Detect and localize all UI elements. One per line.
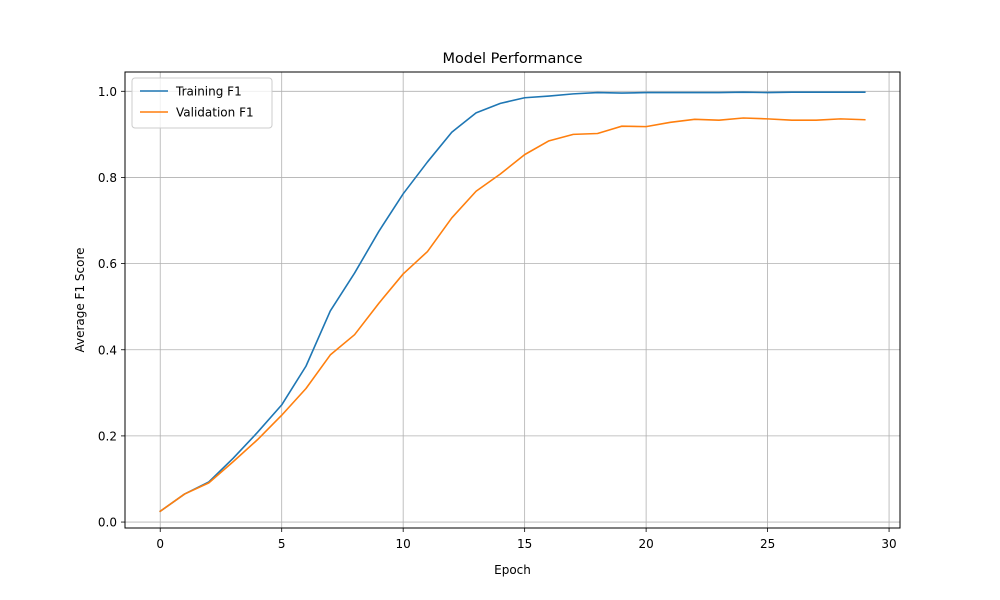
y-tick-label: 0.8 [98,171,117,185]
validation-f1-legend-label: Validation F1 [176,106,254,120]
plot-frame [124,71,901,529]
x-tick-label: 25 [760,537,775,551]
y-tick-label: 1.0 [98,85,117,99]
x-axis-label: Epoch [494,563,531,577]
legend: Training F1 Validation F1 [131,77,273,129]
validation-f1-line [159,117,866,513]
x-tick-label: 20 [638,537,653,551]
axis-ticks: 0 5 10 15 20 25 30 0.0 0.2 0.4 0.6 0.8 1.0 [98,85,897,551]
x-tick-label: 5 [278,537,286,551]
training-f1-legend-label: Training F1 [175,85,242,99]
x-tick-label: 10 [396,537,411,551]
y-tick-label: 0.4 [98,343,117,357]
y-tick-label: 0.2 [98,429,117,443]
chart-title: Model Performance [442,51,582,67]
plot-lines [159,91,866,513]
y-axis-label: Average F1 Score [73,247,87,352]
x-tick-label: 15 [517,537,532,551]
training-f1-line [159,91,866,513]
x-tick-label: 0 [156,537,164,551]
y-tick-label: 0.6 [98,257,117,271]
x-tick-label: 30 [881,537,896,551]
y-tick-label: 0.0 [98,516,117,530]
